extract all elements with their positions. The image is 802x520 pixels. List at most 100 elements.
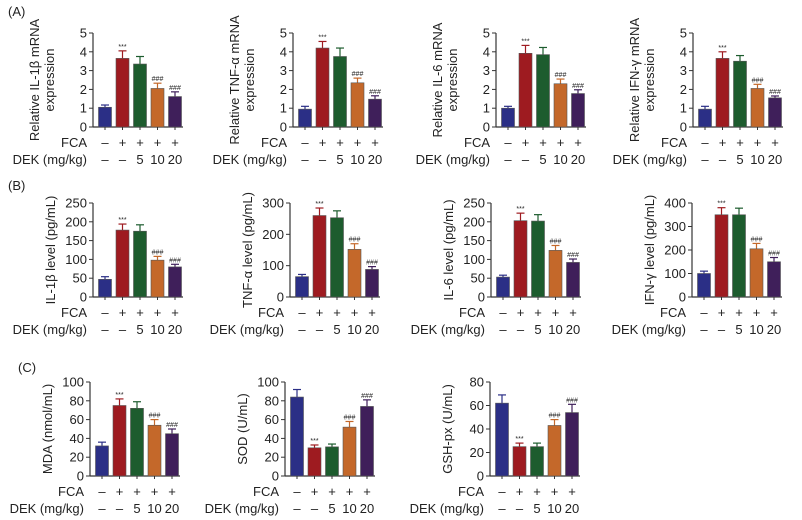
y-tick-label: 60 (470, 398, 484, 413)
significance-label: ### (572, 83, 584, 90)
y-tick-label: 100 (62, 375, 84, 390)
significance-label: *** (115, 392, 123, 399)
significance-label: ### (768, 251, 780, 258)
fca-value: + (557, 135, 565, 150)
fca-value: + (574, 135, 582, 150)
fca-value: + (168, 484, 176, 499)
y-tick-label: 0 (483, 120, 490, 135)
y-tick-label: 4 (680, 44, 687, 59)
fca-value: – (98, 484, 106, 499)
y-tick-label: 1 (80, 101, 87, 116)
fca-value: + (770, 305, 778, 320)
dek-value: 10 (147, 501, 161, 516)
y-tick-label: 100 (664, 266, 686, 281)
fca-value: + (116, 484, 124, 499)
y-tick-label: 100 (463, 252, 485, 267)
significance-label: *** (515, 436, 523, 443)
dek-value: 5 (533, 501, 540, 516)
fca-value: + (363, 484, 371, 499)
fca-value: + (569, 305, 577, 320)
bar (733, 60, 747, 128)
dek-value: 20 (571, 152, 585, 167)
fca-value: + (136, 135, 144, 150)
significance-label: ### (769, 89, 781, 96)
y-tick-label: 80 (70, 393, 84, 408)
fca-value: + (119, 305, 127, 320)
y-tick-label: 1 (483, 101, 490, 116)
y-tick-label: 100 (257, 375, 279, 390)
fca-value: + (718, 305, 726, 320)
y-tick-label: 0 (477, 469, 484, 484)
y-axis-label: IL-6 level (pg/mL) (441, 199, 456, 300)
y-tick-label: 1 (280, 101, 287, 116)
y-axis-label: IFN-γ level (pg/mL) (642, 195, 657, 306)
y-tick-label: 3 (680, 63, 687, 78)
bar (547, 425, 562, 477)
significance-label: ### (550, 238, 562, 245)
fca-row-label: FCA (261, 135, 287, 150)
significance-label: ### (567, 252, 579, 259)
bar (365, 269, 379, 298)
y-tick-label: 0 (80, 290, 87, 305)
dek-row-label: DEK (mg/kg) (416, 152, 490, 167)
bar (98, 106, 112, 128)
fca-value: – (293, 484, 301, 499)
significance-label: ### (149, 413, 161, 420)
significance-label: ### (549, 413, 561, 420)
fca-value: + (735, 305, 743, 320)
dek-value: – (298, 322, 306, 337)
y-axis-label: Relative IFN-γ mRNA (627, 18, 642, 143)
fca-value: + (119, 135, 127, 150)
fca-value: – (504, 135, 512, 150)
y-axis-label: GSH-px (U/mL) (440, 384, 455, 474)
significance-label: *** (516, 206, 524, 213)
dek-value: 20 (165, 501, 179, 516)
fca-value: + (333, 305, 341, 320)
y-axis-label: TNF-α level (pg/mL) (240, 192, 255, 308)
fca-value: + (771, 135, 779, 150)
y-tick-label: 200 (664, 243, 686, 258)
dek-value: – (311, 501, 319, 516)
bar (115, 58, 130, 128)
bar (698, 108, 712, 128)
bar (112, 405, 127, 477)
significance-label: ### (366, 260, 378, 267)
bar (496, 276, 510, 298)
y-tick-label: 150 (65, 233, 87, 248)
y-tick-label: 200 (262, 227, 284, 242)
bar (531, 220, 545, 298)
dek-row-label: DEK (mg/kg) (205, 501, 279, 516)
bar (150, 259, 165, 298)
dek-value: 10 (548, 322, 562, 337)
dek-row-label: DEK (mg/kg) (613, 152, 687, 167)
fca-value: – (499, 305, 507, 320)
dek-value: 5 (736, 152, 743, 167)
fca-value: + (551, 484, 559, 499)
fca-value: + (534, 305, 542, 320)
bar (697, 273, 711, 298)
y-tick-label: 100 (262, 258, 284, 273)
fca-value: + (516, 484, 524, 499)
fca-row-label: FCA (458, 484, 484, 499)
significance-label: ### (352, 71, 364, 78)
bar (495, 402, 509, 477)
dek-value: 10 (350, 152, 364, 167)
dek-value: 20 (768, 152, 782, 167)
bar (530, 446, 544, 477)
significance-label: *** (318, 34, 326, 41)
dek-value: – (301, 152, 309, 167)
bar (147, 424, 162, 477)
significance-label: ### (169, 257, 181, 264)
y-tick-label: 50 (73, 271, 87, 286)
y-tick-label: 0 (680, 120, 687, 135)
dek-value: 10 (750, 152, 764, 167)
bar (315, 47, 330, 128)
bar (715, 58, 730, 128)
dek-value: – (719, 152, 727, 167)
dek-row-label: DEK (mg/kg) (13, 322, 87, 337)
